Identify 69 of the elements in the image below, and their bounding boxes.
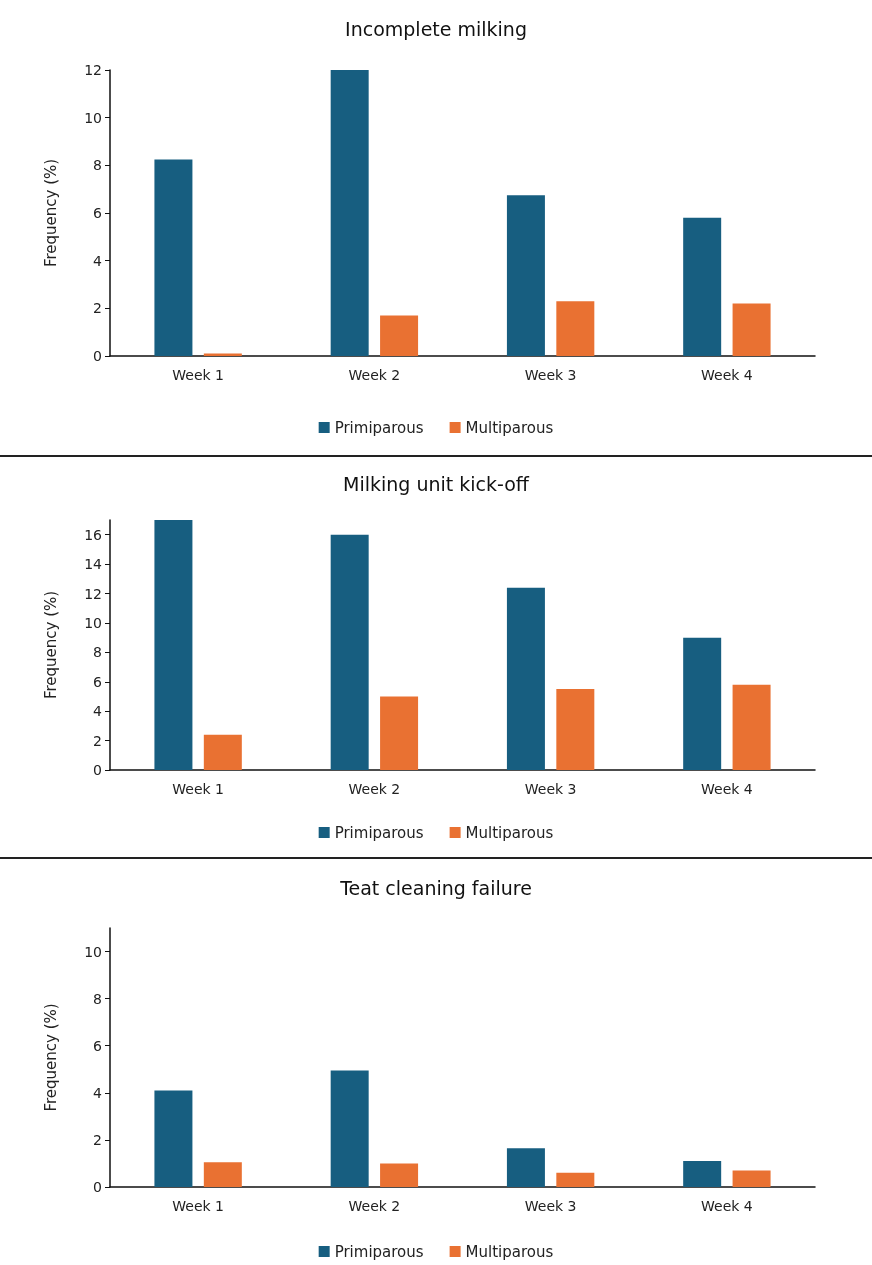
bar [556,689,595,770]
bar [732,684,771,770]
y-tick-label: 4 [93,252,103,269]
bar [203,1162,242,1187]
bar [506,195,545,356]
y-axis-title: Frequency (%) [41,1003,60,1112]
x-tick-label: Week 1 [172,781,224,797]
x-tick-label: Week 4 [701,781,753,797]
bar [154,1090,193,1187]
legend-label: Primiparous [334,823,424,842]
bar [380,696,419,770]
y-tick-label: 10 [84,614,102,631]
x-tick-label: Week 3 [524,781,577,797]
bar [154,520,193,770]
bar [506,1148,545,1187]
x-tick-label: Week 2 [348,1198,401,1214]
y-tick-label: 12 [84,62,102,78]
bar [203,734,242,770]
bar [330,70,369,356]
legend-label: Multiparous [465,823,554,842]
x-tick-label: Week 2 [348,367,401,383]
bar [683,217,722,356]
bar [380,1163,419,1187]
bar [732,303,771,356]
y-tick-label: 10 [84,943,102,960]
y-tick-label: 2 [93,1131,102,1148]
bar [380,315,419,356]
y-tick-label: 14 [84,556,103,573]
bar [154,159,193,356]
bar [330,534,369,770]
y-axis-title: Frequency (%) [41,158,60,268]
legend-label: Primiparous [334,418,424,437]
y-tick-label: 8 [93,644,102,661]
y-tick-label: 4 [93,703,103,720]
y-tick-label: 6 [93,673,103,690]
y-tick-label: 0 [93,1179,102,1195]
bar [683,637,722,770]
y-tick-label: 0 [93,762,102,778]
y-tick-label: 0 [93,348,102,364]
chart-title: Incomplete milking [345,17,527,40]
y-tick-label: 6 [93,1037,103,1054]
x-tick-label: Week 1 [172,1198,224,1214]
y-tick-label: 16 [84,526,103,543]
legend-label: Multiparous [465,418,554,437]
x-tick-label: Week 2 [348,781,401,797]
y-tick-label: 2 [93,300,102,317]
x-tick-label: Week 3 [524,367,577,383]
y-tick-label: 8 [93,157,102,174]
chart-title: Teat cleaning failure [339,876,532,899]
legend-label: Multiparous [465,1242,554,1261]
y-tick-label: 6 [93,205,103,221]
legend-label: Primiparous [334,1242,424,1261]
bar [556,301,595,356]
y-tick-label: 12 [84,585,102,602]
x-tick-label: Week 4 [701,1198,753,1214]
bar [683,1161,722,1187]
y-axis-title: Frequency (%) [41,590,60,700]
y-tick-label: 2 [93,732,102,749]
y-tick-label: 10 [84,109,102,126]
bar [732,1170,771,1187]
bar [556,1172,595,1187]
x-tick-label: Week 3 [524,1198,577,1214]
bar [330,1070,369,1187]
y-tick-label: 4 [93,1084,103,1101]
chart-title: Milking unit kick-off [343,472,530,495]
y-tick-label: 8 [93,990,102,1007]
x-tick-label: Week 4 [701,367,753,383]
x-tick-label: Week 1 [172,367,224,383]
bar [506,587,545,770]
